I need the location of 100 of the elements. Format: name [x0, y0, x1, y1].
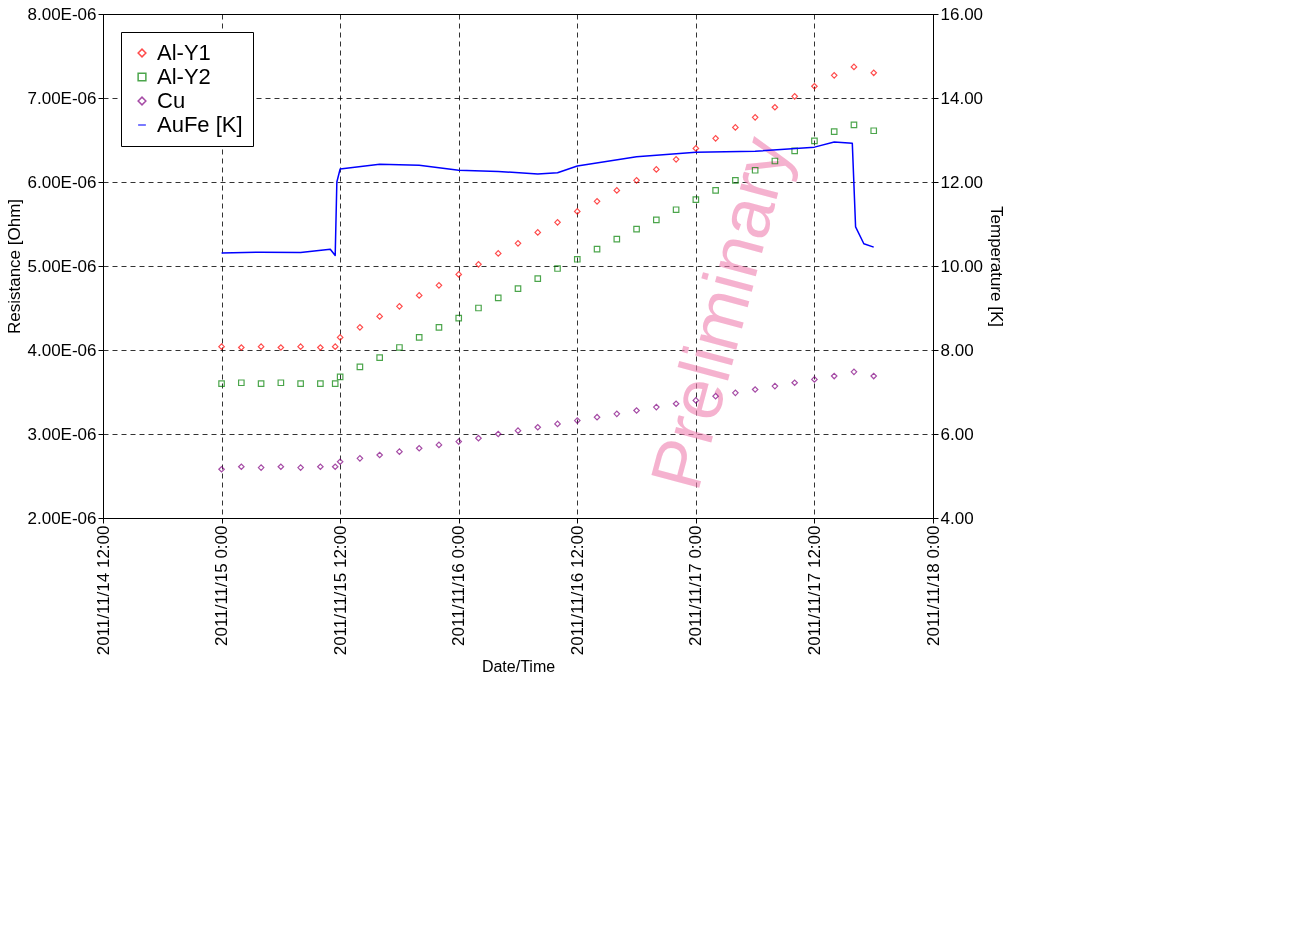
point — [218, 380, 225, 387]
point — [277, 344, 285, 351]
point — [475, 260, 482, 268]
point — [336, 334, 344, 341]
point — [218, 343, 225, 350]
point — [830, 372, 838, 380]
point — [297, 464, 304, 471]
point — [297, 343, 304, 350]
x-tick-label: 2011/11/15 0:00 — [212, 525, 232, 646]
point — [317, 380, 324, 387]
point — [613, 187, 621, 194]
point — [218, 465, 225, 473]
point — [554, 218, 561, 226]
point — [356, 323, 364, 331]
point — [435, 323, 443, 331]
point — [336, 373, 344, 381]
point — [277, 463, 285, 471]
x-tick-label: 2011/11/16 12:00 — [567, 525, 587, 656]
x-tick-label: 2011/11/17 0:00 — [686, 525, 706, 646]
point — [633, 176, 640, 184]
point — [870, 69, 878, 77]
point — [331, 463, 339, 471]
legend-label: Cu — [157, 88, 186, 113]
x-axis-title: Date/Time — [481, 658, 556, 676]
y2-tick-label: 8.00 — [940, 340, 974, 360]
point — [573, 417, 581, 424]
point — [376, 354, 383, 361]
point — [593, 197, 601, 205]
point — [455, 314, 463, 322]
y2-tick-label: 16.00 — [940, 4, 984, 24]
point — [593, 245, 601, 253]
x-tick-label: 2011/11/16 0:00 — [449, 525, 469, 646]
y-tick-label: 3.00E-06 — [27, 424, 97, 444]
point — [811, 376, 818, 383]
legend-label: Al-Y2 — [157, 64, 211, 89]
point — [593, 413, 601, 421]
point — [494, 250, 502, 257]
point — [633, 407, 640, 414]
point — [376, 451, 384, 459]
point — [237, 463, 245, 471]
point — [850, 121, 858, 129]
point — [356, 363, 364, 371]
point — [554, 265, 561, 272]
point — [633, 225, 640, 233]
point — [277, 379, 285, 387]
point — [317, 344, 324, 351]
point — [811, 137, 818, 145]
point — [415, 444, 423, 452]
point — [331, 380, 339, 387]
y-tick-label: 8.00E-06 — [27, 4, 97, 24]
point — [396, 302, 403, 310]
legend-label: AuFe [K] — [157, 112, 243, 137]
legend-label: Al-Y1 — [157, 40, 211, 65]
point — [514, 427, 522, 434]
point — [850, 63, 858, 71]
y2-tick-label: 14.00 — [940, 88, 984, 108]
y-tick-label: 4.00E-06 — [27, 340, 97, 360]
point — [435, 441, 443, 449]
y2-tick-label: 12.00 — [940, 172, 984, 192]
point — [257, 380, 265, 387]
x-tick-label: 2011/11/17 12:00 — [804, 525, 824, 656]
point — [830, 71, 838, 79]
y-tick-label: 7.00E-06 — [27, 88, 97, 108]
y2-axis-title: Temperature [K] — [987, 206, 1007, 327]
y2-tick-label: 4.00 — [940, 508, 974, 528]
point — [771, 103, 779, 111]
point — [534, 423, 542, 431]
y2-tick-label: 6.00 — [940, 424, 974, 444]
point — [554, 420, 561, 428]
point — [811, 82, 818, 90]
point — [376, 313, 384, 320]
point — [732, 124, 739, 131]
x-tick-label: 2011/11/18 0:00 — [923, 525, 943, 646]
point — [613, 410, 621, 418]
point — [830, 128, 838, 135]
point — [237, 379, 245, 387]
point — [791, 92, 799, 100]
point — [415, 292, 423, 299]
point — [317, 463, 324, 471]
point — [850, 368, 858, 376]
point — [573, 255, 581, 263]
point — [514, 285, 522, 293]
point — [475, 304, 482, 312]
x-tick-label: 2011/11/14 12:00 — [93, 525, 113, 656]
point — [356, 455, 364, 462]
point — [396, 344, 403, 351]
y-axis-title: Resistance [Ohm] — [4, 198, 24, 335]
point — [257, 343, 265, 350]
point — [455, 438, 463, 445]
point — [297, 380, 304, 387]
point — [494, 294, 502, 302]
y-tick-label: 5.00E-06 — [27, 256, 97, 276]
point — [573, 208, 581, 215]
point — [534, 275, 542, 282]
point — [870, 127, 878, 135]
point — [257, 464, 265, 471]
point — [435, 281, 443, 289]
point — [613, 235, 621, 243]
point — [455, 271, 463, 278]
point — [331, 343, 339, 350]
